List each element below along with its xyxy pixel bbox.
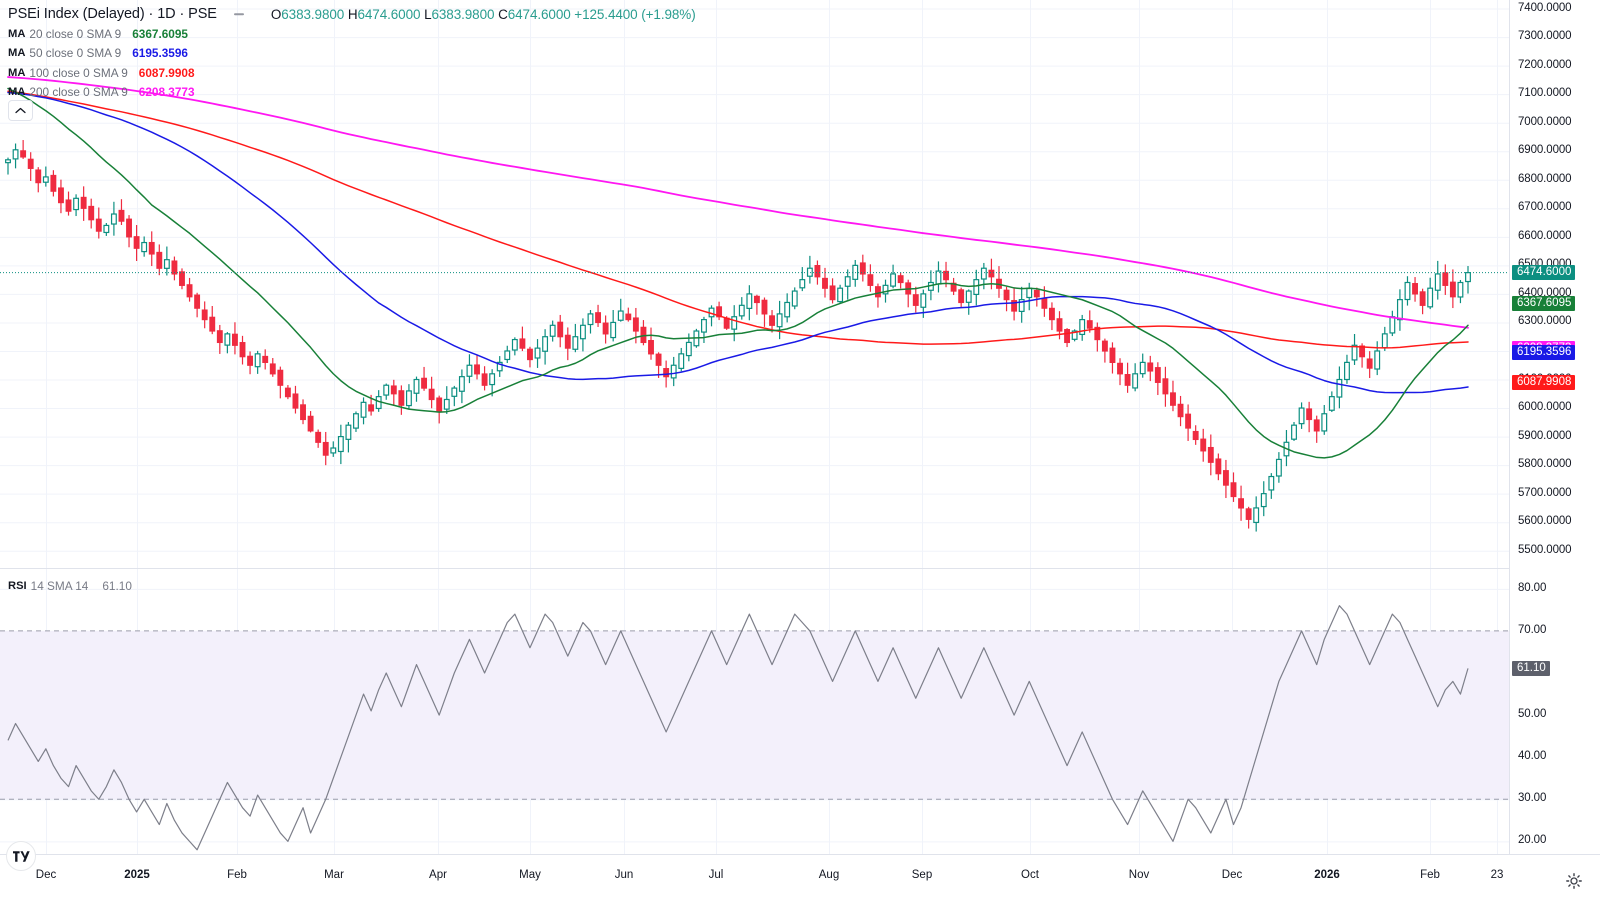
tradingview-logo-icon — [12, 850, 30, 862]
rsi-value-badge[interactable]: 61.10 — [1512, 660, 1550, 676]
moving-average-series — [7, 76, 1469, 459]
time-axis-tick: 23 — [1490, 869, 1504, 881]
open-key: O — [270, 6, 282, 22]
open-value: 6383.9800 — [281, 6, 345, 22]
high-key: H — [347, 6, 358, 22]
price-axis-tick: 5700.0000 — [1518, 486, 1572, 499]
rsi-legend-name: RSI — [8, 580, 27, 592]
close-value: 6474.6000 — [507, 6, 571, 22]
price-axis-tick: 7400.0000 — [1518, 1, 1572, 14]
time-axis-tick: 2025 — [124, 869, 150, 881]
indicator-name: MA — [8, 27, 26, 40]
indicator-params: 200 close 0 SMA 9 — [29, 85, 128, 100]
tradingview-logo[interactable] — [6, 841, 36, 871]
rsi-axis-tick: 80.00 — [1518, 581, 1547, 594]
indicator-params: 100 close 0 SMA 9 — [29, 65, 128, 80]
time-axis-tick: Feb — [1420, 869, 1440, 881]
price-axis-tick: 6700.0000 — [1518, 201, 1572, 214]
time-axis-tick: 2026 — [1314, 869, 1340, 881]
rsi-line — [7, 605, 1469, 851]
close-key: C — [498, 6, 508, 22]
price-axis-tick: 6800.0000 — [1518, 172, 1572, 185]
price-axis-tick: 5600.0000 — [1518, 515, 1572, 528]
time-axis-tick: Dec — [35, 869, 57, 881]
rsi-axis-tick: 70.00 — [1518, 623, 1547, 636]
rsi-legend-params: 14 SMA 14 — [30, 579, 89, 593]
gear-icon[interactable] — [1563, 870, 1585, 892]
ma50-price-badge[interactable]: 6195.3596 — [1512, 344, 1576, 360]
indicator-legend-row[interactable]: MA 100 close 0 SMA 9 6087.9908 — [8, 63, 696, 83]
indicator-name: MA — [8, 66, 26, 79]
symbol-title[interactable]: PSEi Index (Delayed) · 1D · PSE — [8, 6, 217, 22]
price-axis-tick: 6300.0000 — [1518, 315, 1572, 328]
chart-canvas[interactable] — [0, 0, 1510, 855]
ohlc-values: O6383.9800 H6474.6000 L6383.9800 C6474.6… — [271, 7, 696, 22]
indicator-legend-row[interactable]: MA 20 close 0 SMA 9 6367.6095 — [8, 24, 696, 44]
indicator-legend-row[interactable]: MA 50 close 0 SMA 9 6195.3596 — [8, 44, 696, 64]
time-axis-tick: Feb — [227, 869, 247, 881]
ma100-price-badge[interactable]: 6087.9908 — [1512, 375, 1576, 391]
low-value: 6383.9800 — [431, 6, 495, 22]
price-axis-tick: 6900.0000 — [1518, 144, 1572, 157]
indicator-value: 6087.9908 — [138, 65, 195, 80]
price-axis-tick: 5900.0000 — [1518, 429, 1572, 442]
legend-main-row: PSEi Index (Delayed) · 1D · PSE O6383.98… — [8, 4, 696, 24]
indicator-name: MA — [8, 86, 26, 99]
change-value: +125.4400 (+1.98%) — [574, 6, 696, 22]
indicator-value: 6208.3773 — [138, 85, 195, 100]
ma20-price-badge[interactable]: 6367.6095 — [1512, 295, 1576, 311]
last-price-badge[interactable]: 6474.6000 — [1512, 265, 1576, 281]
indicator-legend-list: MA 20 close 0 SMA 9 6367.6095 MA 50 close 0 … — [8, 24, 696, 102]
time-axis-tick: Aug — [818, 869, 840, 881]
rsi-axis-tick: 40.00 — [1518, 750, 1547, 763]
time-axis-tick: May — [519, 869, 541, 881]
rsi-axis-tick: 50.00 — [1518, 708, 1547, 721]
indicator-value: 6367.6095 — [132, 26, 188, 41]
rsi-legend[interactable]: RSI 14 SMA 14 61.10 — [8, 579, 132, 593]
price-axis-tick: 5800.0000 — [1518, 458, 1572, 471]
rsi-band — [0, 630, 1510, 800]
indicator-params: 50 close 0 SMA 9 — [29, 46, 122, 61]
price-axis-tick: 7000.0000 — [1518, 115, 1572, 128]
time-axis-tick: Jun — [614, 869, 634, 881]
high-value: 6474.6000 — [357, 6, 421, 22]
price-axis-tick: 7300.0000 — [1518, 30, 1572, 43]
time-axis-tick: Nov — [1128, 869, 1150, 881]
chevron-up-icon — [15, 107, 26, 114]
price-axis-tick: 6600.0000 — [1518, 229, 1572, 242]
indicator-legend-row[interactable]: MA 200 close 0 SMA 9 6208.3773 — [8, 83, 696, 103]
time-axis-tick: Jul — [708, 869, 724, 881]
indicator-value: 6195.3596 — [132, 46, 188, 61]
rsi-legend-value: 61.10 — [102, 579, 132, 593]
collapse-pane-button[interactable] — [8, 100, 33, 121]
time-axis-tick: Sep — [911, 869, 933, 881]
price-axis-tick: 6000.0000 — [1518, 401, 1572, 414]
eye-hidden-icon[interactable] — [229, 4, 249, 24]
time-axis-tick: Oct — [1021, 869, 1039, 881]
time-axis-tick: Apr — [429, 869, 447, 881]
chart-legend: PSEi Index (Delayed) · 1D · PSE O6383.98… — [8, 4, 696, 102]
rsi-axis-tick: 20.00 — [1518, 834, 1547, 847]
price-axis[interactable]: 7400.0000 7300.0000 7200.0000 7100.0000 7000… — [1509, 0, 1600, 855]
price-axis-tick: 7100.0000 — [1518, 87, 1572, 100]
price-axis-tick: 5500.0000 — [1518, 543, 1572, 556]
time-axis[interactable]: Dec 2025 Feb Mar Apr May Jun Jul Aug Sep Oct Nov Dec… — [0, 854, 1600, 900]
indicator-name: MA — [8, 47, 26, 60]
low-key: L — [424, 6, 432, 22]
candlestick-series — [5, 140, 1471, 532]
price-axis-tick: 7200.0000 — [1518, 58, 1572, 71]
rsi-axis-tick: 30.00 — [1518, 792, 1547, 805]
time-axis-tick: Mar — [324, 869, 344, 881]
indicator-params: 20 close 0 SMA 9 — [29, 26, 122, 41]
time-axis-tick: Dec — [1221, 869, 1243, 881]
